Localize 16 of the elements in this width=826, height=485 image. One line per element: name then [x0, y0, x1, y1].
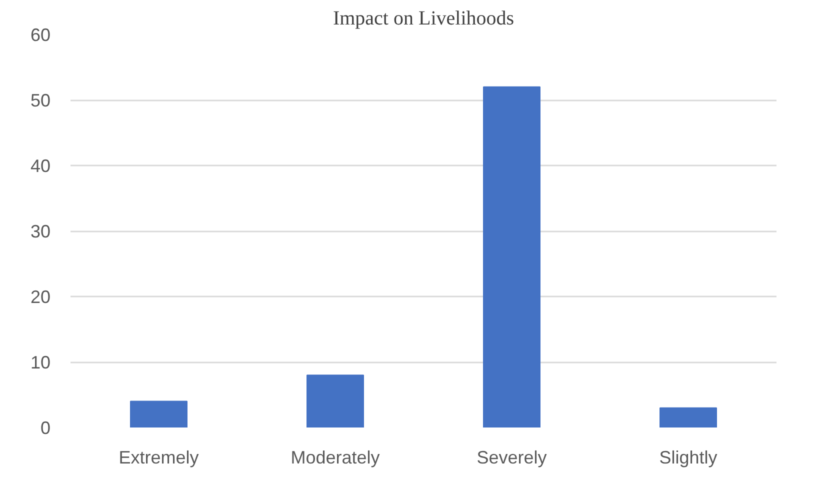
- x-tick-label: Slightly: [659, 448, 718, 468]
- y-tick-label: 30: [30, 222, 51, 242]
- bar: [306, 374, 364, 428]
- bar: [130, 400, 188, 428]
- y-tick-label: 10: [30, 352, 51, 372]
- bar: [483, 86, 540, 428]
- y-tick-label: 50: [30, 90, 51, 110]
- y-tick-label: 20: [30, 287, 51, 307]
- bar: [660, 407, 717, 428]
- x-tick-label: Extremely: [118, 448, 199, 468]
- y-tick-label: 60: [30, 25, 51, 45]
- x-tick-label: Severely: [476, 448, 547, 468]
- y-tick-label: 0: [40, 418, 51, 438]
- x-tick-label: Moderately: [290, 448, 380, 468]
- chart-title: Impact on Livelihoods: [332, 8, 514, 30]
- y-tick-label: 40: [30, 156, 51, 176]
